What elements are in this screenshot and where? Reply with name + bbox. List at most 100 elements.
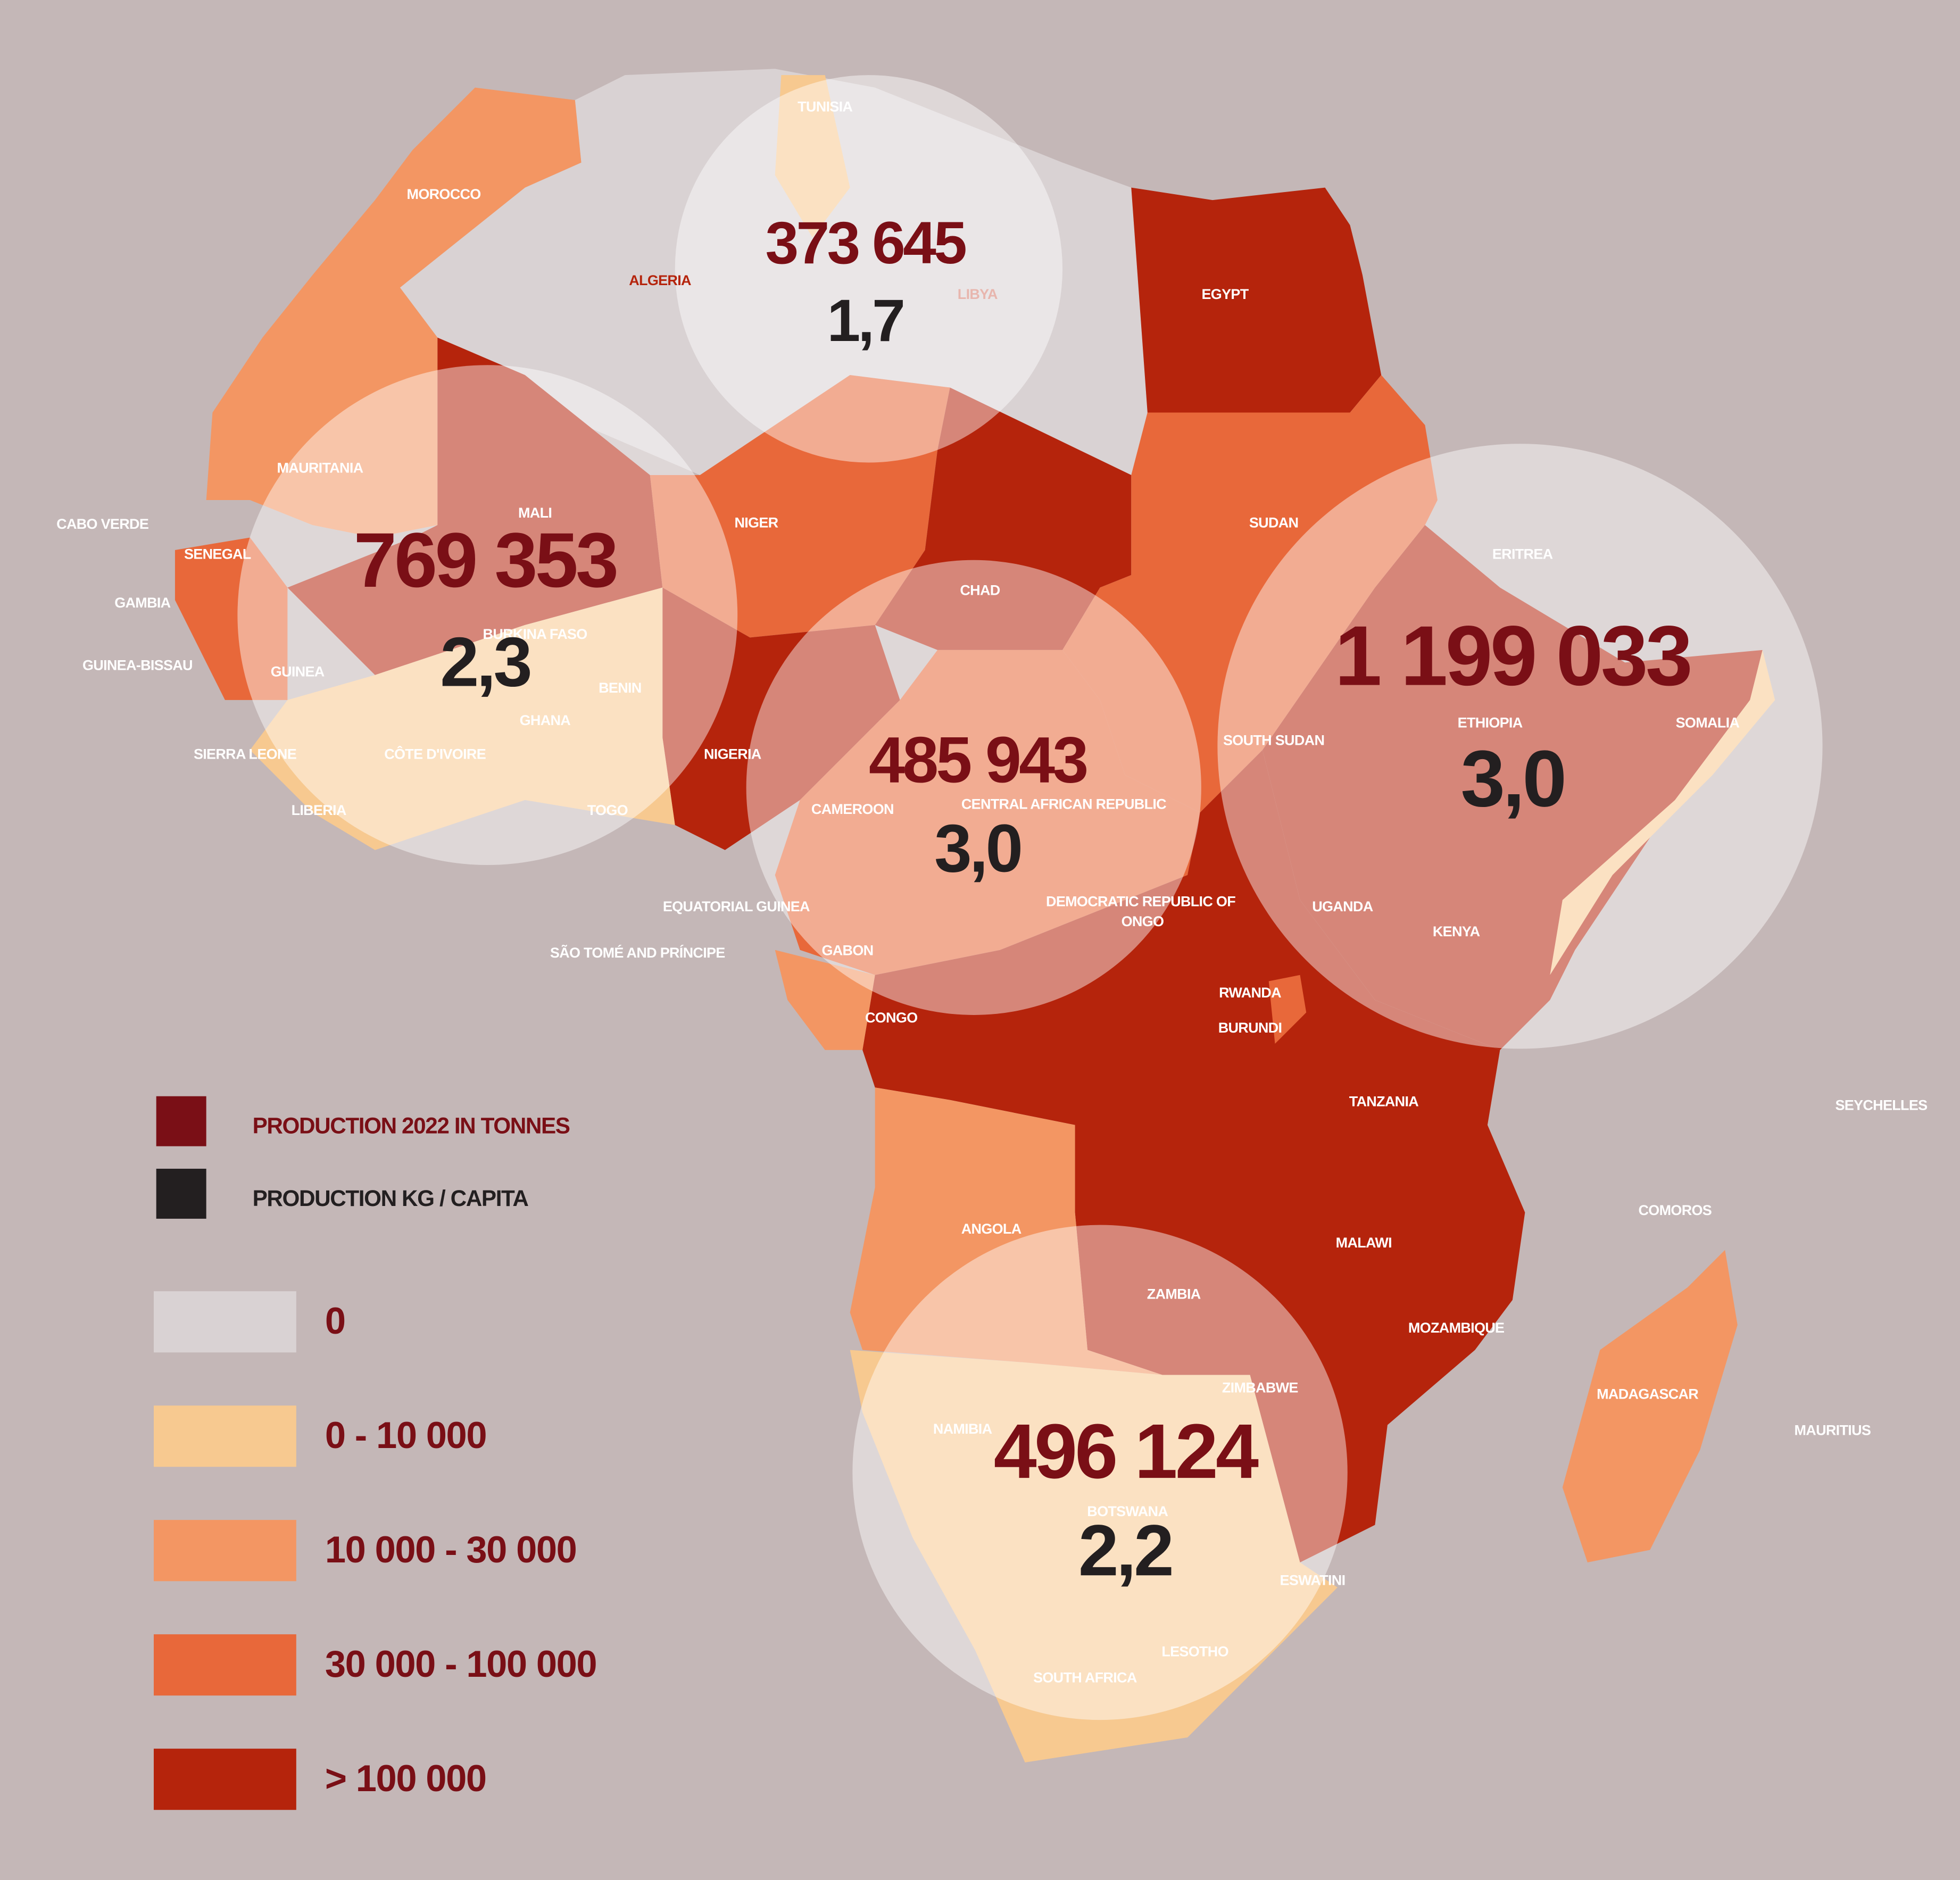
- legend-label: PRODUCTION 2022 IN TONNES: [253, 1113, 570, 1138]
- country-label: SENEGAL: [184, 546, 251, 562]
- country-label: CHAD: [960, 583, 1000, 598]
- country-label: GABON: [821, 942, 873, 958]
- region-tonnes: 1 199 033: [1335, 608, 1690, 703]
- country-shape: [662, 587, 900, 850]
- country-label: BENIN: [599, 680, 641, 696]
- country-label: KENYA: [1433, 924, 1480, 939]
- country-label: CABO VERDE: [56, 516, 148, 532]
- region-per-capita: 1,7: [827, 287, 903, 354]
- country-label: GHANA: [520, 712, 571, 728]
- legend-swatch: [156, 1096, 206, 1146]
- region-halo: [746, 560, 1201, 1015]
- country-label: GUINEA: [271, 663, 325, 679]
- country-shape: [1262, 525, 1763, 1050]
- country-shape: [875, 387, 1132, 650]
- region-per-capita: 3,0: [1460, 734, 1564, 823]
- country-label: DEMOCRATIC REPUBLIC OF ONGO: [1046, 894, 1239, 930]
- legend-label: 30 000 - 100 000: [325, 1643, 596, 1685]
- legend-swatch: [153, 1405, 296, 1467]
- country-label: MOZAMBIQUE: [1408, 1320, 1504, 1336]
- country-label: ALGERIA: [629, 272, 691, 288]
- legend-label: > 100 000: [325, 1757, 486, 1799]
- country-shape: [775, 950, 875, 1050]
- country-shape: [1550, 650, 1775, 975]
- country-label: BOTSWANA: [1087, 1503, 1168, 1519]
- country-label: CÔTE D'IVOIRE: [384, 745, 486, 762]
- legend-label: PRODUCTION KG / CAPITA: [253, 1186, 529, 1211]
- region-per-capita: 2,2: [1078, 1510, 1172, 1591]
- country-label: GUINEA-BISSAU: [82, 658, 193, 673]
- country-shape: [1562, 1250, 1738, 1563]
- country-shape: [850, 1087, 1163, 1375]
- country-label: NIGER: [734, 515, 778, 531]
- country-shape: [775, 650, 1200, 975]
- legend-label: 10 000 - 30 000: [325, 1528, 577, 1570]
- country-label: UGANDA: [1312, 899, 1373, 914]
- country-label: NIGERIA: [704, 746, 761, 762]
- legend-swatch: [153, 1291, 296, 1353]
- country-label: SIERRA LEONE: [194, 746, 296, 762]
- country-label: EQUATORIAL GUINEA: [663, 899, 810, 914]
- country-label: MADAGASCAR: [1597, 1386, 1698, 1402]
- country-label: LIBYA: [958, 286, 998, 302]
- region-tonnes: 373 645: [765, 209, 966, 276]
- country-label: ZIMBABWE: [1222, 1380, 1298, 1396]
- country-label: MAURITIUS: [1795, 1422, 1871, 1438]
- legend-swatch: [153, 1520, 296, 1582]
- country-label: LESOTHO: [1161, 1643, 1228, 1659]
- country-label: SOMALIA: [1676, 715, 1740, 731]
- country-label: ETHIOPIA: [1458, 715, 1523, 731]
- country-label: TOGO: [587, 802, 628, 818]
- country-label: MAURITANIA: [277, 460, 363, 476]
- country-shape: [400, 69, 1148, 475]
- country-label: ANGOLA: [961, 1221, 1021, 1237]
- country-shape: [1062, 375, 1438, 813]
- legend-label: 0: [325, 1300, 345, 1342]
- country-label: BURKINA FASO: [483, 626, 587, 642]
- region-halo: [675, 75, 1063, 463]
- country-label: MALAWI: [1336, 1235, 1392, 1251]
- region-halo: [852, 1225, 1348, 1720]
- country-label: CONGO: [865, 1010, 917, 1026]
- legend-swatch: [153, 1634, 296, 1696]
- region-tonnes: 769 353: [354, 517, 617, 603]
- country-label: NAMIBIA: [933, 1421, 992, 1437]
- country-label: ERITREA: [1492, 546, 1553, 562]
- country-label: TUNISIA: [798, 98, 852, 114]
- region-halo: [1217, 444, 1823, 1049]
- countries-shapes: [175, 69, 1775, 1762]
- country-label: BURUNDI: [1218, 1020, 1282, 1036]
- country-label: SÃO TOMÉ AND PRÍNCIPE: [550, 944, 725, 961]
- country-label: CAMEROON: [811, 801, 894, 817]
- country-shape: [287, 337, 663, 675]
- country-label: MALI: [518, 505, 552, 521]
- country-shape: [1268, 975, 1307, 1044]
- country-label: EGYPT: [1202, 286, 1249, 302]
- country-shape: [862, 750, 1525, 1563]
- country-label: TANZANIA: [1349, 1094, 1419, 1110]
- legend-swatch: [156, 1168, 206, 1219]
- region-tonnes: 496 124: [994, 1408, 1259, 1494]
- country-label: SOUTH AFRICA: [1033, 1670, 1137, 1686]
- country-label: LIBERIA: [292, 802, 346, 818]
- region-tonnes: 485 943: [869, 723, 1086, 796]
- country-label: ZAMBIA: [1147, 1286, 1201, 1302]
- region-halos: [237, 75, 1823, 1720]
- region-halo: [237, 365, 738, 866]
- country-shape: [175, 537, 288, 700]
- country-label: SUDAN: [1249, 515, 1298, 531]
- country-label: COMOROS: [1639, 1202, 1712, 1218]
- country-label: GAMBIA: [114, 595, 170, 611]
- country-label: SOUTH SUDAN: [1223, 733, 1324, 748]
- country-shape: [850, 1350, 1338, 1762]
- country-shape: [206, 87, 582, 538]
- country-shape: [250, 587, 675, 850]
- country-label: RWANDA: [1219, 985, 1281, 1001]
- country-label: ESWATINI: [1280, 1572, 1346, 1588]
- country-shape: [775, 75, 850, 238]
- region-per-capita: 2,3: [440, 623, 530, 701]
- country-label: SEYCHELLES: [1835, 1097, 1927, 1113]
- country-shape: [1131, 187, 1382, 413]
